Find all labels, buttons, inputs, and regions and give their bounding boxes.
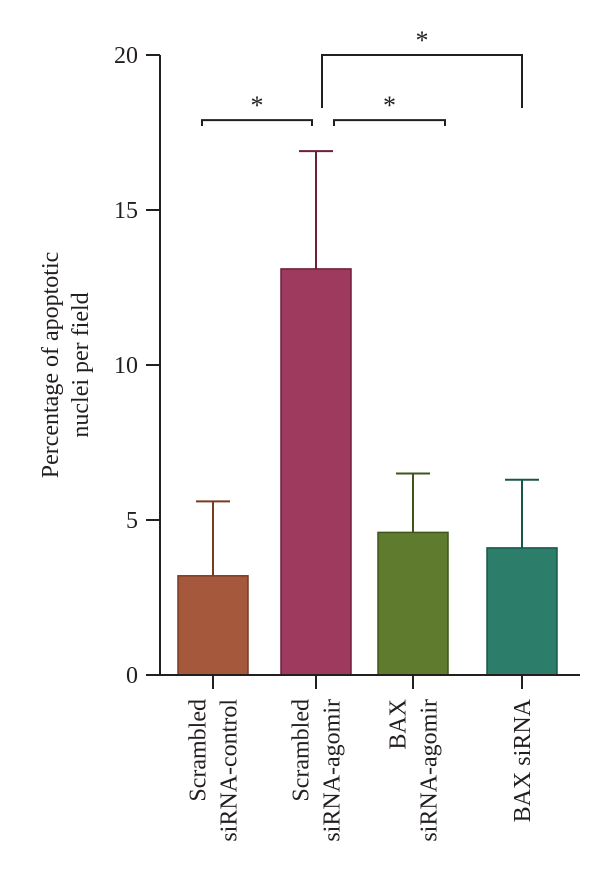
y-tick-label: 5 <box>126 508 138 534</box>
x-tick-label: siRNA-agomir <box>320 699 346 842</box>
x-tick-label: Scrambled <box>289 699 315 802</box>
x-category-label: Scrambled siRNA-control <box>186 699 243 842</box>
x-axis: Scrambled siRNA-control Scrambled siRNA-ago… <box>160 674 580 842</box>
significance-bracket <box>201 119 313 126</box>
significance-bracket <box>333 119 446 126</box>
y-axis-title-line-1: Percentage of apoptotic <box>38 252 64 479</box>
significance-star: * <box>251 91 264 120</box>
y-axis-title-line-2: nuclei per field <box>68 292 94 437</box>
x-category-label: Scrambled siRNA-agomir <box>289 699 346 842</box>
significance-bracket <box>321 54 523 108</box>
x-tick-label: Scrambled <box>186 699 212 802</box>
significance-star: * <box>383 91 396 120</box>
y-tick-label: 20 <box>114 43 138 69</box>
y-tick-label: 0 <box>126 663 138 689</box>
y-axis: 0 5 10 15 20 <box>114 43 161 689</box>
y-tick-label: 10 <box>114 353 138 379</box>
x-tick-label: BAX siRNA <box>510 698 536 822</box>
bar <box>486 547 558 676</box>
bar <box>280 268 352 676</box>
bars <box>177 150 558 676</box>
significance-star: * <box>416 26 429 55</box>
x-category-label: BAX siRNA-agomir <box>386 699 443 842</box>
x-tick-label: BAX <box>386 699 412 750</box>
x-tick-label: siRNA-agomir <box>417 699 443 842</box>
y-tick-label: 15 <box>114 198 138 224</box>
y-axis-title: Percentage of apoptotic nuclei per field <box>38 252 94 479</box>
significance-brackets: * * * <box>201 26 523 126</box>
bar <box>177 575 249 676</box>
bar <box>377 531 449 676</box>
x-category-label: BAX siRNA <box>510 698 536 822</box>
x-tick-label: siRNA-control <box>217 699 243 842</box>
